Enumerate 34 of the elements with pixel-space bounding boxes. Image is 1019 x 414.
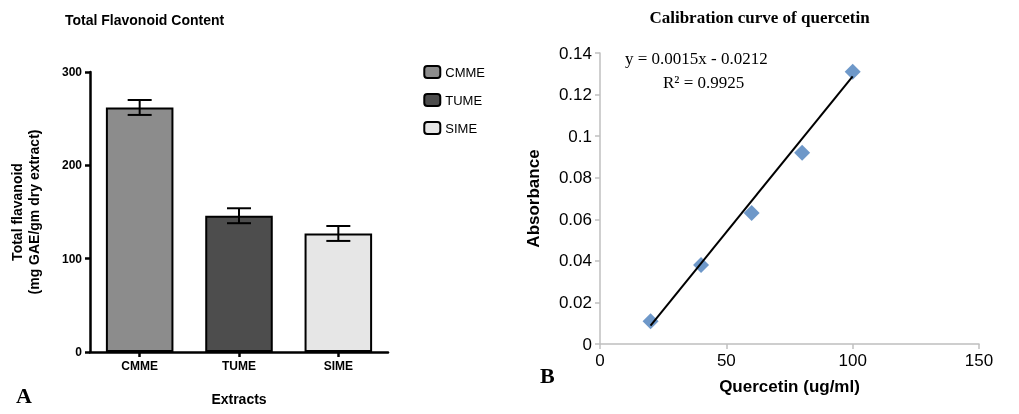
y-tick-label: 0.06 [558,209,592,229]
text: B [540,362,555,388]
legend-label: CMME [445,64,486,80]
y-axis-title: Total flavanoid (mg GAE/gm dry extract) [8,129,42,295]
x-tick-label: 150 [964,351,994,370]
text: A [16,382,32,408]
y-tick-label: 0 [582,334,592,354]
y-tick-label: 300 [61,65,83,79]
y-tick-label: 0.14 [558,43,592,63]
legend-label: SIME [445,120,478,136]
x-tick-label: 50 [716,351,736,370]
y-tick-label: 100 [61,251,83,266]
point [743,205,760,222]
point [794,144,811,161]
x-tick-label: CMME [121,359,158,373]
y-tick-label: 0.12 [558,85,592,105]
legend-label: TUME [445,92,483,108]
x-tick-label: 0 [595,351,605,370]
y-tick-label: 200 [61,158,83,173]
y-tick-label: 0.02 [558,292,592,312]
x-tick-label: 100 [838,351,867,370]
y-axis-title: Absorbance [524,149,543,248]
x-axis-title: Quercetin (ug/ml) [719,377,860,396]
y-tick-label: 0.04 [558,251,592,271]
x-tick-label: SIME [323,359,354,373]
x-tick-label: TUME [222,359,256,373]
point [844,63,861,80]
chart-title: Total Flavonoid Content [65,12,225,28]
y-tick-label: 0.08 [558,168,592,188]
annotation: y = 0.0015x - 0.0212 [625,49,768,68]
x-axis-title: Extracts [211,390,267,407]
chart-title: Calibration curve of quercetin [649,8,871,27]
y-tick-label: 0.1 [568,126,592,146]
annotation: R² = 0.9925 [663,73,745,92]
